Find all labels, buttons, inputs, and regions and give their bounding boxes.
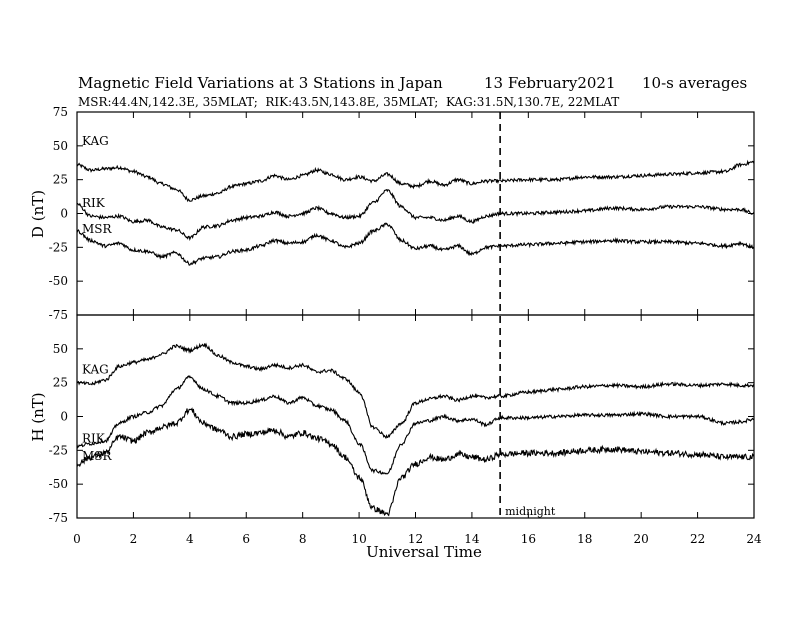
y-tick-label-d: -50 [49,274,68,288]
x-tick-label: 16 [521,532,536,546]
y-tick-label-h: 25 [53,376,68,390]
midnight-marker-label: midnight [505,505,556,518]
y-tick-label-h: -25 [49,443,68,457]
y-tick-label-d: 25 [53,173,68,187]
chart-averaging: 10-s averages [642,74,747,92]
x-tick-label: 12 [408,532,423,546]
x-tick-label: 22 [690,532,705,546]
x-tick-label: 10 [351,532,366,546]
x-tick-label: 2 [130,532,138,546]
x-tick-label: 14 [464,532,480,546]
series-label-kag-h: KAG [82,363,109,377]
x-tick-label: 8 [299,532,307,546]
series-line-rik-d [77,188,755,241]
y-tick-label-d: 0 [60,207,68,221]
series-label-msr-h: MSR [82,449,113,463]
y-axis-label-d: D (nT) [29,190,47,238]
chart-subtitle: MSR:44.4N,142.3E, 35MLAT; RIK:43.5N,143.… [78,95,619,109]
series-line-rik-h [76,374,755,475]
y-tick-label-h: -50 [49,477,68,491]
y-tick-label-d: 75 [53,105,68,119]
series-line-kag-d [76,159,755,203]
x-tick-label: 4 [186,532,194,546]
panel-frame-h [76,314,755,519]
y-axis-label-h: H (nT) [29,392,47,441]
series-label-kag-d: KAG [82,134,109,148]
x-axis-label: Universal Time [366,543,482,561]
x-tick-label: 18 [577,532,592,546]
y-tick-label-h: 50 [53,342,68,356]
y-tick-label-d: 50 [53,139,68,153]
x-tick-label: 0 [73,532,81,546]
y-tick-label-h: -75 [49,511,68,525]
x-tick-label: 6 [242,532,250,546]
y-tick-label-h: 0 [60,410,68,424]
chart-title: Magnetic Field Variations at 3 Stations … [78,74,443,92]
series-label-rik-h: RIK [82,431,106,445]
x-tick-label: 24 [746,532,762,546]
chart-date: 13 February2021 [484,74,616,92]
series-label-msr-d: MSR [82,222,113,236]
x-tick-label: 20 [634,532,649,546]
series-line-msr-d [76,222,755,266]
y-tick-label-d: -75 [49,308,68,322]
plot-layer: 75 50 25 0 -25 -50 -75 KAG RIK MSR 50 25 0 -25 -50 -75 K… [49,105,762,546]
series-line-kag-h [76,342,755,440]
panel-frame-d [76,111,755,316]
series-line-msr-h [76,407,755,517]
y-tick-label-d: -25 [49,240,68,254]
series-label-rik-d: RIK [82,196,106,210]
